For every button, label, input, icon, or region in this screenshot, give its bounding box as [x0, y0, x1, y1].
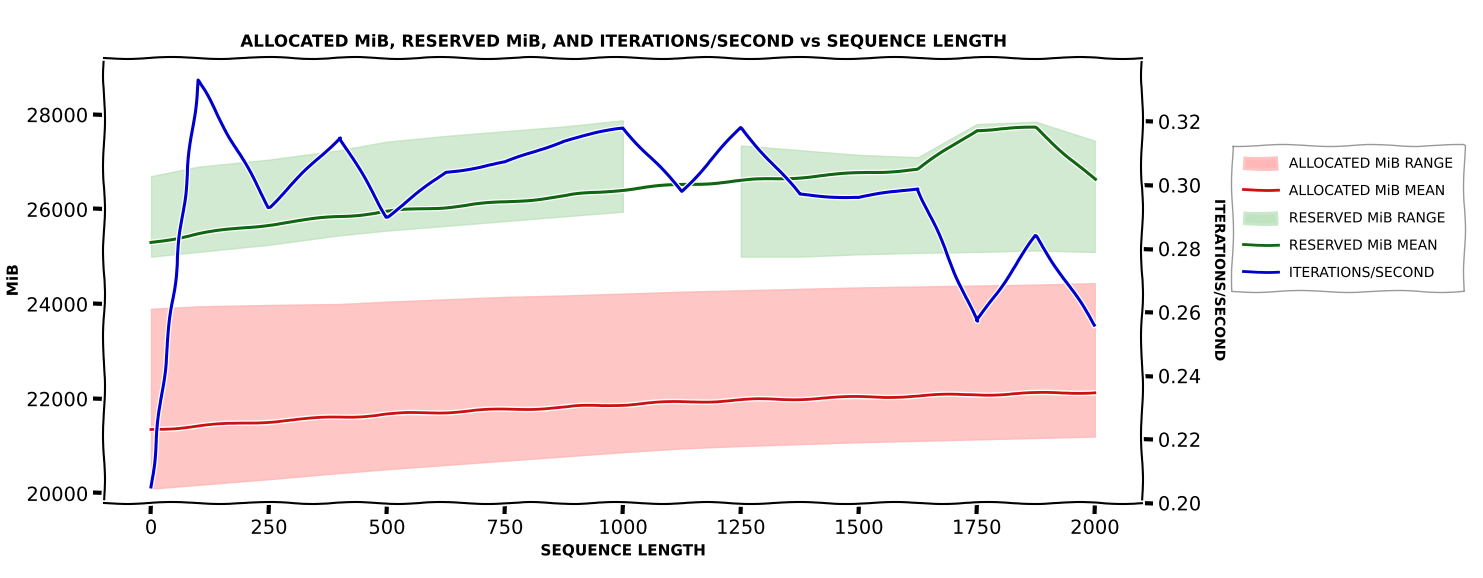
Y-axis label: MiB: MiB — [6, 264, 21, 297]
X-axis label: SEQUENCE LENGTH: SEQUENCE LENGTH — [540, 543, 706, 558]
Legend: ALLOCATED MiB RANGE, ALLOCATED MiB MEAN, RESERVED MiB RANGE, RESERVED MiB MEAN, : ALLOCATED MiB RANGE, ALLOCATED MiB MEAN,… — [1232, 145, 1464, 291]
Y-axis label: ITERATIONS/SECOND: ITERATIONS/SECOND — [1212, 199, 1226, 362]
Title: ALLOCATED MiB, RESERVED MiB, AND ITERATIONS/SECOND vs SEQUENCE LENGTH: ALLOCATED MiB, RESERVED MiB, AND ITERATI… — [240, 33, 1005, 51]
